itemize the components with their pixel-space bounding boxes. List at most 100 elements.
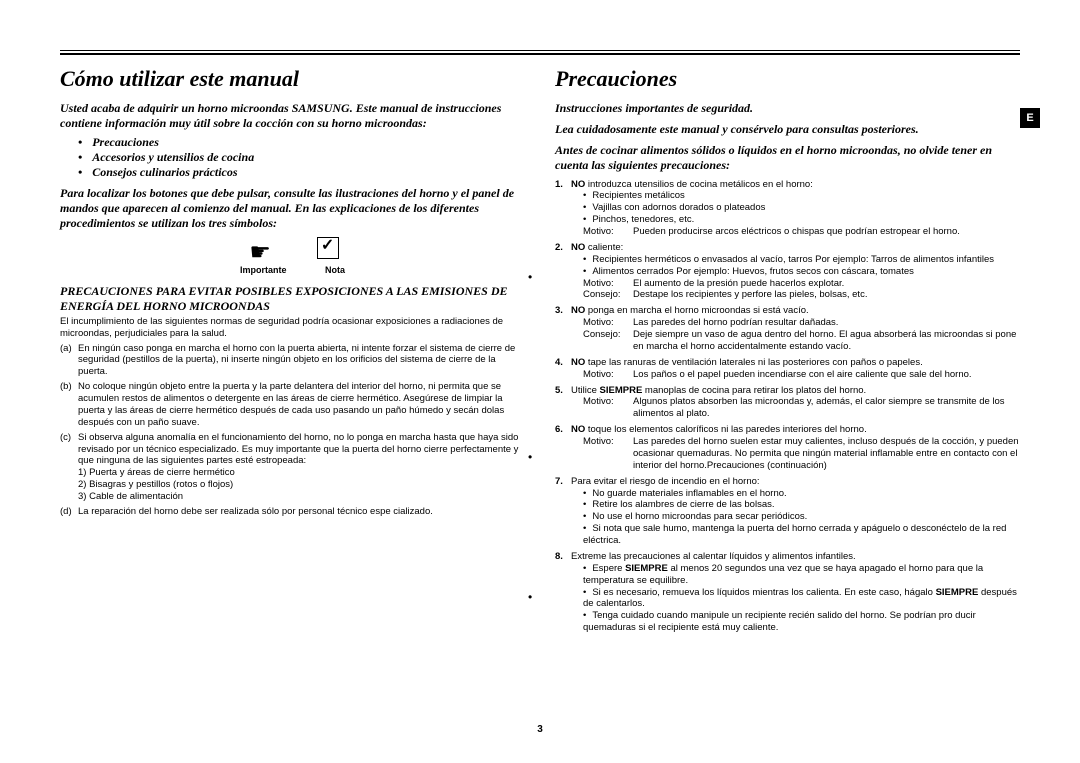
item-lead: Utilice SIEMPRE manoplas de cocina para … (571, 385, 1020, 397)
label-important: Importante (240, 265, 287, 276)
reason-value: Las paredes del horno podrían resultar d… (633, 317, 1020, 329)
section-title: Cómo utilizar este manual (60, 65, 525, 93)
item-lead: NO caliente: (571, 242, 1020, 254)
item-body: Extreme las precauciones al calentar líq… (571, 551, 1020, 634)
label-note: Nota (325, 265, 345, 276)
sub-bullets: Espere SIEMPRE al menos 20 segundos una … (583, 563, 1020, 634)
numbered-item: 7.Para evitar el riesgo de incendio en e… (555, 476, 1020, 547)
sub-bullet-item: Recipientes herméticos o envasados al va… (583, 254, 1020, 266)
item-d: (d) La reparación del horno debe ser rea… (60, 506, 525, 518)
item-body: Para evitar el riesgo de incendio en el … (571, 476, 1020, 547)
compliance-text: El incumplimiento de las siguientes norm… (60, 316, 525, 340)
numbered-item: 6.NO toque los elementos caloríficos ni … (555, 424, 1020, 472)
sub-bullet-item: No guarde materiales inflamables en el h… (583, 488, 1020, 500)
sub-c-list: 1) Puerta y áreas de cierre hermético 2)… (78, 467, 525, 503)
item-a: (a) En ningún caso ponga en marcha el ho… (60, 343, 525, 379)
numbered-item: 8.Extreme las precauciones al calentar l… (555, 551, 1020, 634)
two-column-layout: Cómo utilizar este manual Usted acaba de… (60, 65, 1020, 634)
reason-key: Consejo: (583, 289, 633, 301)
bullet-item: Accesorios y utensilios de cocina (78, 150, 525, 165)
sub-item: 2) Bisagras y pestillos (rotos o flojos) (78, 479, 525, 491)
numbered-item: 2.NO caliente:Recipientes herméticos o e… (555, 242, 1020, 301)
sub-bullets: Recipientes herméticos o envasados al va… (583, 254, 1020, 278)
rule-thin (60, 50, 1020, 51)
reason-value: Deje siempre un vaso de agua dentro del … (633, 329, 1020, 353)
reason-row: Motivo:Pueden producirse arcos eléctrico… (583, 226, 1020, 238)
sub-bullet-item: Vajillas con adornos dorados o plateados (583, 202, 1020, 214)
label: (d) (60, 506, 78, 518)
item-lead: NO tape las ranuras de ventilación later… (571, 357, 1020, 369)
item-c: (c) Si observa alguna anomalía en el fun… (60, 432, 525, 468)
item-number: 6. (555, 424, 571, 472)
numbered-list: 1.NO introduzca utensilios de cocina met… (555, 179, 1020, 635)
reason-value: Algunos platos absorben las microondas y… (633, 396, 1020, 420)
item-body: NO introduzca utensilios de cocina metál… (571, 179, 1020, 238)
item-number: 3. (555, 305, 571, 353)
reason-row: Motivo:Los paños o el papel pueden incen… (583, 369, 1020, 381)
reason-row: Consejo:Destape los recipientes y perfor… (583, 289, 1020, 301)
rule-bold (60, 53, 1020, 55)
reason-row: Consejo:Deje siempre un vaso de agua den… (583, 329, 1020, 353)
reason-key: Motivo: (583, 369, 633, 381)
sub-bullet-item: Si es necesario, remueva los líquidos mi… (583, 587, 1020, 611)
label: (b) (60, 381, 78, 429)
reason-key: Motivo: (583, 317, 633, 329)
item-number: 8. (555, 551, 571, 634)
sub-bullet-item: Tenga cuidado cuando manipule un recipie… (583, 610, 1020, 634)
sub-bullet-item: Retire los alambres de cierre de las bol… (583, 499, 1020, 511)
reason-row: Motivo:Algunos platos absorben las micro… (583, 396, 1020, 420)
pointing-hand-icon: ☛ (246, 238, 274, 258)
label: (c) (60, 432, 78, 468)
text: Si observa alguna anomalía en el funcion… (78, 432, 525, 468)
sub-bullet-item: Recipientes metálicos (583, 190, 1020, 202)
item-number: 2. (555, 242, 571, 301)
item-number: 1. (555, 179, 571, 238)
numbered-item: 5.Utilice SIEMPRE manoplas de cocina par… (555, 385, 1020, 421)
item-body: NO caliente:Recipientes herméticos o env… (571, 242, 1020, 301)
reason-value: Pueden producirse arcos eléctricos o chi… (633, 226, 1020, 238)
paragraph: Para localizar los botones que debe puls… (60, 186, 525, 231)
lettered-list: (a) En ningún caso ponga en marcha el ho… (60, 343, 525, 518)
section-title: Precauciones (555, 65, 1020, 93)
sub-item: 1) Puerta y áreas de cierre hermético (78, 467, 525, 479)
item-body: Utilice SIEMPRE manoplas de cocina para … (571, 385, 1020, 421)
reason-value: Destape los recipientes y perfore las pi… (633, 289, 1020, 301)
numbered-item: 4.NO tape las ranuras de ventilación lat… (555, 357, 1020, 381)
language-tab: E (1020, 108, 1040, 128)
reason-key: Motivo: (583, 396, 633, 420)
label: (a) (60, 343, 78, 379)
item-lead: Para evitar el riesgo de incendio en el … (571, 476, 1020, 488)
checkbox-note-icon (317, 237, 339, 259)
item-lead: NO toque los elementos caloríficos ni la… (571, 424, 1020, 436)
sub-bullets: No guarde materiales inflamables en el h… (583, 488, 1020, 547)
reason-row: Motivo:El aumento de la presión puede ha… (583, 278, 1020, 290)
sub-bullets: Recipientes metálicosVajillas con adorno… (583, 190, 1020, 226)
item-number: 4. (555, 357, 571, 381)
item-lead: NO introduzca utensilios de cocina metál… (571, 179, 1020, 191)
reason-value: Las paredes del horno suelen estar muy c… (633, 436, 1020, 472)
symbols-row: ☛ (60, 237, 525, 259)
heading: Instrucciones importantes de seguridad. (555, 101, 1020, 116)
item-lead: Extreme las precauciones al calentar líq… (571, 551, 1020, 563)
reason-row: Motivo:Las paredes del horno podrían res… (583, 317, 1020, 329)
icon-labels: Importante Nota (60, 265, 525, 276)
reason-value: Los paños o el papel pueden incendiarse … (633, 369, 1020, 381)
warning-heading: PRECAUCIONES PARA EVITAR POSIBLES EXPOSI… (60, 284, 525, 314)
item-body: NO tape las ranuras de ventilación later… (571, 357, 1020, 381)
sub-item: 3) Cable de alimentación (78, 491, 525, 503)
reason-key: Motivo: (583, 278, 633, 290)
text: La reparación del horno debe ser realiza… (78, 506, 525, 518)
manual-page: E • • • Cómo utilizar este manual Usted … (0, 0, 1080, 763)
right-column: Precauciones Instrucciones importantes d… (555, 65, 1020, 634)
heading: Lea cuidadosamente este manual y consérv… (555, 122, 1020, 137)
sub-bullet-item: Pinchos, tenedores, etc. (583, 214, 1020, 226)
bullet-item: Consejos culinarios prácticos (78, 165, 525, 180)
intro-bullets: Precauciones Accesorios y utensilios de … (78, 135, 525, 180)
page-number: 3 (0, 724, 1080, 735)
margin-bullet: • (528, 450, 532, 464)
text: En ningún caso ponga en marcha el horno … (78, 343, 525, 379)
sub-bullet-item: No use el horno microondas para secar pe… (583, 511, 1020, 523)
numbered-item: 3.NO ponga en marcha el horno microondas… (555, 305, 1020, 353)
item-body: NO toque los elementos caloríficos ni la… (571, 424, 1020, 472)
heading: Antes de cocinar alimentos sólidos o líq… (555, 143, 1020, 173)
